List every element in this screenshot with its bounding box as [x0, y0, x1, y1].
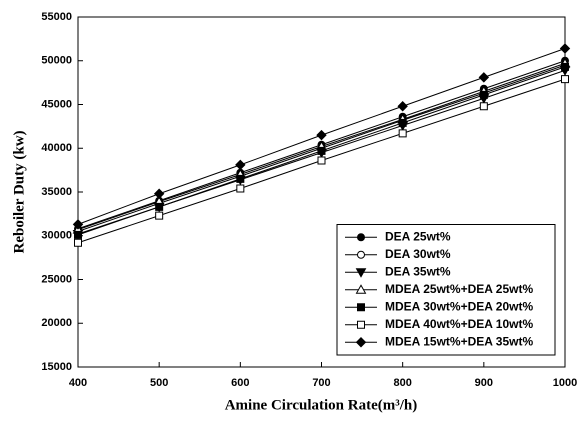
legend-marker: [357, 303, 365, 312]
data-point: [74, 238, 82, 247]
data-point: [236, 174, 245, 183]
x-tick-label: 500: [150, 377, 168, 389]
data-point: [561, 75, 569, 84]
y-tick-label: 50000: [41, 55, 72, 67]
data-point: [398, 118, 407, 127]
data-point: [155, 211, 164, 220]
x-tick-label: 700: [312, 377, 330, 389]
data-point: [236, 184, 245, 193]
legend-marker: [355, 284, 367, 294]
y-tick-label: 15000: [41, 361, 72, 373]
x-tick-label: 600: [231, 377, 249, 389]
data-point: [72, 219, 84, 230]
y-tick-label: 45000: [41, 98, 72, 110]
y-tick-label: 35000: [41, 186, 72, 198]
data-point: [479, 102, 488, 111]
data-point: [559, 43, 571, 54]
x-tick-label: 900: [475, 377, 493, 389]
y-tick-label: 55000: [41, 11, 72, 23]
x-axis-label: Amine Circulation Rate(m³/h): [225, 397, 418, 413]
data-point: [397, 101, 408, 112]
data-point: [478, 72, 490, 83]
data-point: [155, 202, 164, 211]
legend-label: DEA 30wt%: [385, 247, 451, 261]
y-tick-label: 20000: [41, 317, 72, 329]
x-tick-label: 800: [393, 377, 411, 389]
data-point: [74, 230, 82, 239]
legend-marker: [357, 320, 365, 329]
legend-label: MDEA 40wt%+DEA 10wt%: [385, 317, 533, 331]
y-tick-label: 40000: [41, 142, 72, 154]
y-tick-label: 25000: [41, 273, 72, 285]
legend-label: MDEA 25wt%+DEA 25wt%: [385, 282, 533, 296]
legend-label: MDEA 15wt%+DEA 35wt%: [385, 334, 533, 348]
y-axis-label: Reboiler Duty (kw): [11, 130, 27, 253]
data-point: [317, 146, 326, 155]
x-tick-label: 400: [69, 377, 87, 389]
data-point: [235, 159, 246, 171]
x-tick-label: 1000: [553, 377, 577, 389]
legend-label: DEA 35wt%: [385, 264, 451, 278]
data-point: [479, 90, 488, 99]
legend-label: MDEA 30wt%+DEA 20wt%: [385, 299, 533, 313]
data-point: [153, 188, 165, 199]
legend-marker: [357, 233, 365, 242]
data-point: [398, 129, 407, 138]
y-tick-label: 30000: [41, 230, 72, 242]
data-point: [561, 62, 569, 71]
legend-marker: [355, 268, 367, 278]
legend-label: DEA 25wt%: [385, 229, 451, 243]
legend-marker: [357, 250, 365, 259]
data-point: [316, 129, 327, 141]
data-point: [317, 156, 326, 165]
legend-marker: [355, 337, 367, 348]
